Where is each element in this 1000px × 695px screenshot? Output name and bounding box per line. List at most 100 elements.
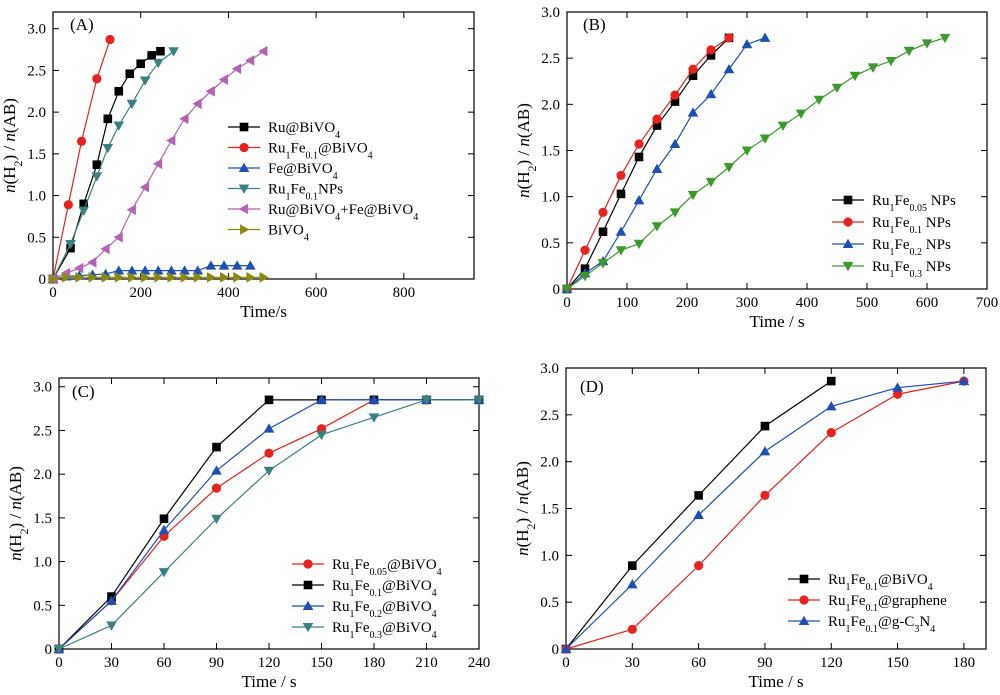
y-tick-label: 2.0: [27, 105, 46, 121]
data-point: [78, 206, 89, 216]
data-point: [101, 272, 111, 283]
y-tick-label: 0.5: [540, 595, 559, 611]
data-point: [212, 442, 221, 452]
x-tick-label: 600: [916, 295, 939, 311]
y-tick-label: 2.5: [27, 63, 46, 79]
series-3: [53, 395, 485, 655]
data-point: [813, 95, 825, 106]
data-point: [615, 246, 627, 256]
panel-c: 0 30 60 90 120 150 180 210 240 0 0.5 1.0 1.5 2.0 2.5 3.…: [6, 377, 490, 691]
data-point: [669, 208, 681, 218]
data-point: [152, 265, 164, 275]
data-point: [723, 163, 735, 173]
data-point: [88, 272, 98, 283]
data-point: [245, 260, 256, 270]
y-tick-label: 3.0: [33, 380, 52, 396]
y-tick-label: 2.0: [33, 467, 52, 483]
x-tick-label: 500: [856, 295, 879, 311]
data-point: [100, 243, 110, 255]
y-tick-label: 0.5: [541, 236, 560, 252]
data-point: [192, 265, 204, 275]
data-point: [211, 514, 222, 525]
data-point: [633, 239, 645, 250]
data-point: [598, 207, 608, 217]
x-tick-label: 180: [953, 655, 976, 671]
y-tick-label: 0: [45, 642, 53, 658]
y-tick-label: 2.0: [540, 455, 559, 471]
data-point: [220, 272, 230, 283]
data-point: [125, 69, 135, 79]
legend-label: Ru@BiVO4: [268, 120, 340, 141]
data-point: [652, 121, 662, 130]
data-point: [706, 45, 716, 55]
x-tick-label: 300: [736, 295, 759, 311]
x-tick-label: 150: [310, 655, 333, 671]
data-point: [259, 272, 269, 283]
series-5: [49, 272, 269, 285]
data-point: [264, 395, 274, 405]
series-2: [561, 32, 771, 293]
series-1: [48, 34, 115, 284]
data-point: [246, 272, 256, 283]
data-point: [139, 181, 150, 193]
x-axis-title: Time / s: [241, 672, 296, 691]
legend-label: Ru1Fe0.1 NPs: [872, 215, 951, 236]
data-point: [694, 561, 704, 571]
legend-marker: [240, 224, 250, 235]
y-axis-title: n(H2) / n(AB): [0, 98, 25, 193]
legend-marker: [798, 615, 810, 625]
data-point: [193, 272, 204, 283]
x-tick-label: 700: [976, 295, 999, 311]
data-point: [263, 423, 275, 433]
panel-d: 0 30 60 90 120 150 180 0 0.5 1.0 1.5 2.0 2.5 3.0 Time …: [513, 361, 987, 691]
data-point: [211, 465, 222, 475]
data-point: [723, 63, 735, 74]
data-point: [759, 134, 771, 144]
series-line: [566, 37, 730, 290]
y-tick-label: 0: [553, 282, 561, 298]
x-tick-label: 150: [886, 655, 909, 671]
data-point: [316, 430, 327, 441]
panel-label: (A): [70, 15, 94, 34]
data-point: [114, 86, 124, 96]
data-point: [152, 158, 163, 170]
legend-label: Ru1Fe0.1@BiVO4: [332, 578, 437, 599]
series-line: [52, 39, 111, 280]
data-point: [159, 514, 169, 524]
x-tick-label: 90: [757, 655, 772, 671]
data-point: [616, 170, 626, 181]
y-tick-label: 0: [552, 642, 560, 658]
data-point: [126, 99, 138, 110]
data-point: [218, 74, 229, 85]
series-line: [566, 37, 730, 290]
legend-label: Ru1Fe0.2@BiVO4: [332, 599, 437, 620]
data-point: [206, 272, 217, 283]
data-point: [139, 76, 151, 86]
data-point: [368, 413, 380, 423]
x-tick-label: 30: [104, 655, 119, 671]
x-tick-label: 210: [415, 655, 438, 671]
data-point: [63, 200, 73, 210]
data-point: [670, 90, 680, 100]
y-tick-label: 3.0: [27, 22, 46, 38]
x-tick-label: 0: [49, 285, 57, 301]
data-point: [158, 524, 170, 535]
data-point: [651, 222, 663, 232]
data-point: [127, 272, 138, 283]
panel-b: 0 100 200 300 400 500 600 700 0 0.5 1.0 1.5 2.0 2.5 3.…: [514, 5, 998, 331]
legend-label: Ru1Fe0.1@graphene: [828, 593, 947, 614]
data-point: [105, 34, 115, 45]
data-point: [316, 394, 327, 404]
data-point: [106, 621, 117, 631]
data-point: [669, 138, 681, 149]
y-tick-label: 2.5: [33, 423, 52, 439]
x-tick-label: 200: [676, 295, 699, 311]
legend-marker: [238, 184, 250, 194]
data-point: [741, 39, 753, 49]
data-point: [113, 121, 125, 131]
data-point: [579, 272, 591, 282]
data-point: [126, 265, 138, 275]
data-point: [126, 204, 136, 216]
data-point: [233, 272, 243, 283]
